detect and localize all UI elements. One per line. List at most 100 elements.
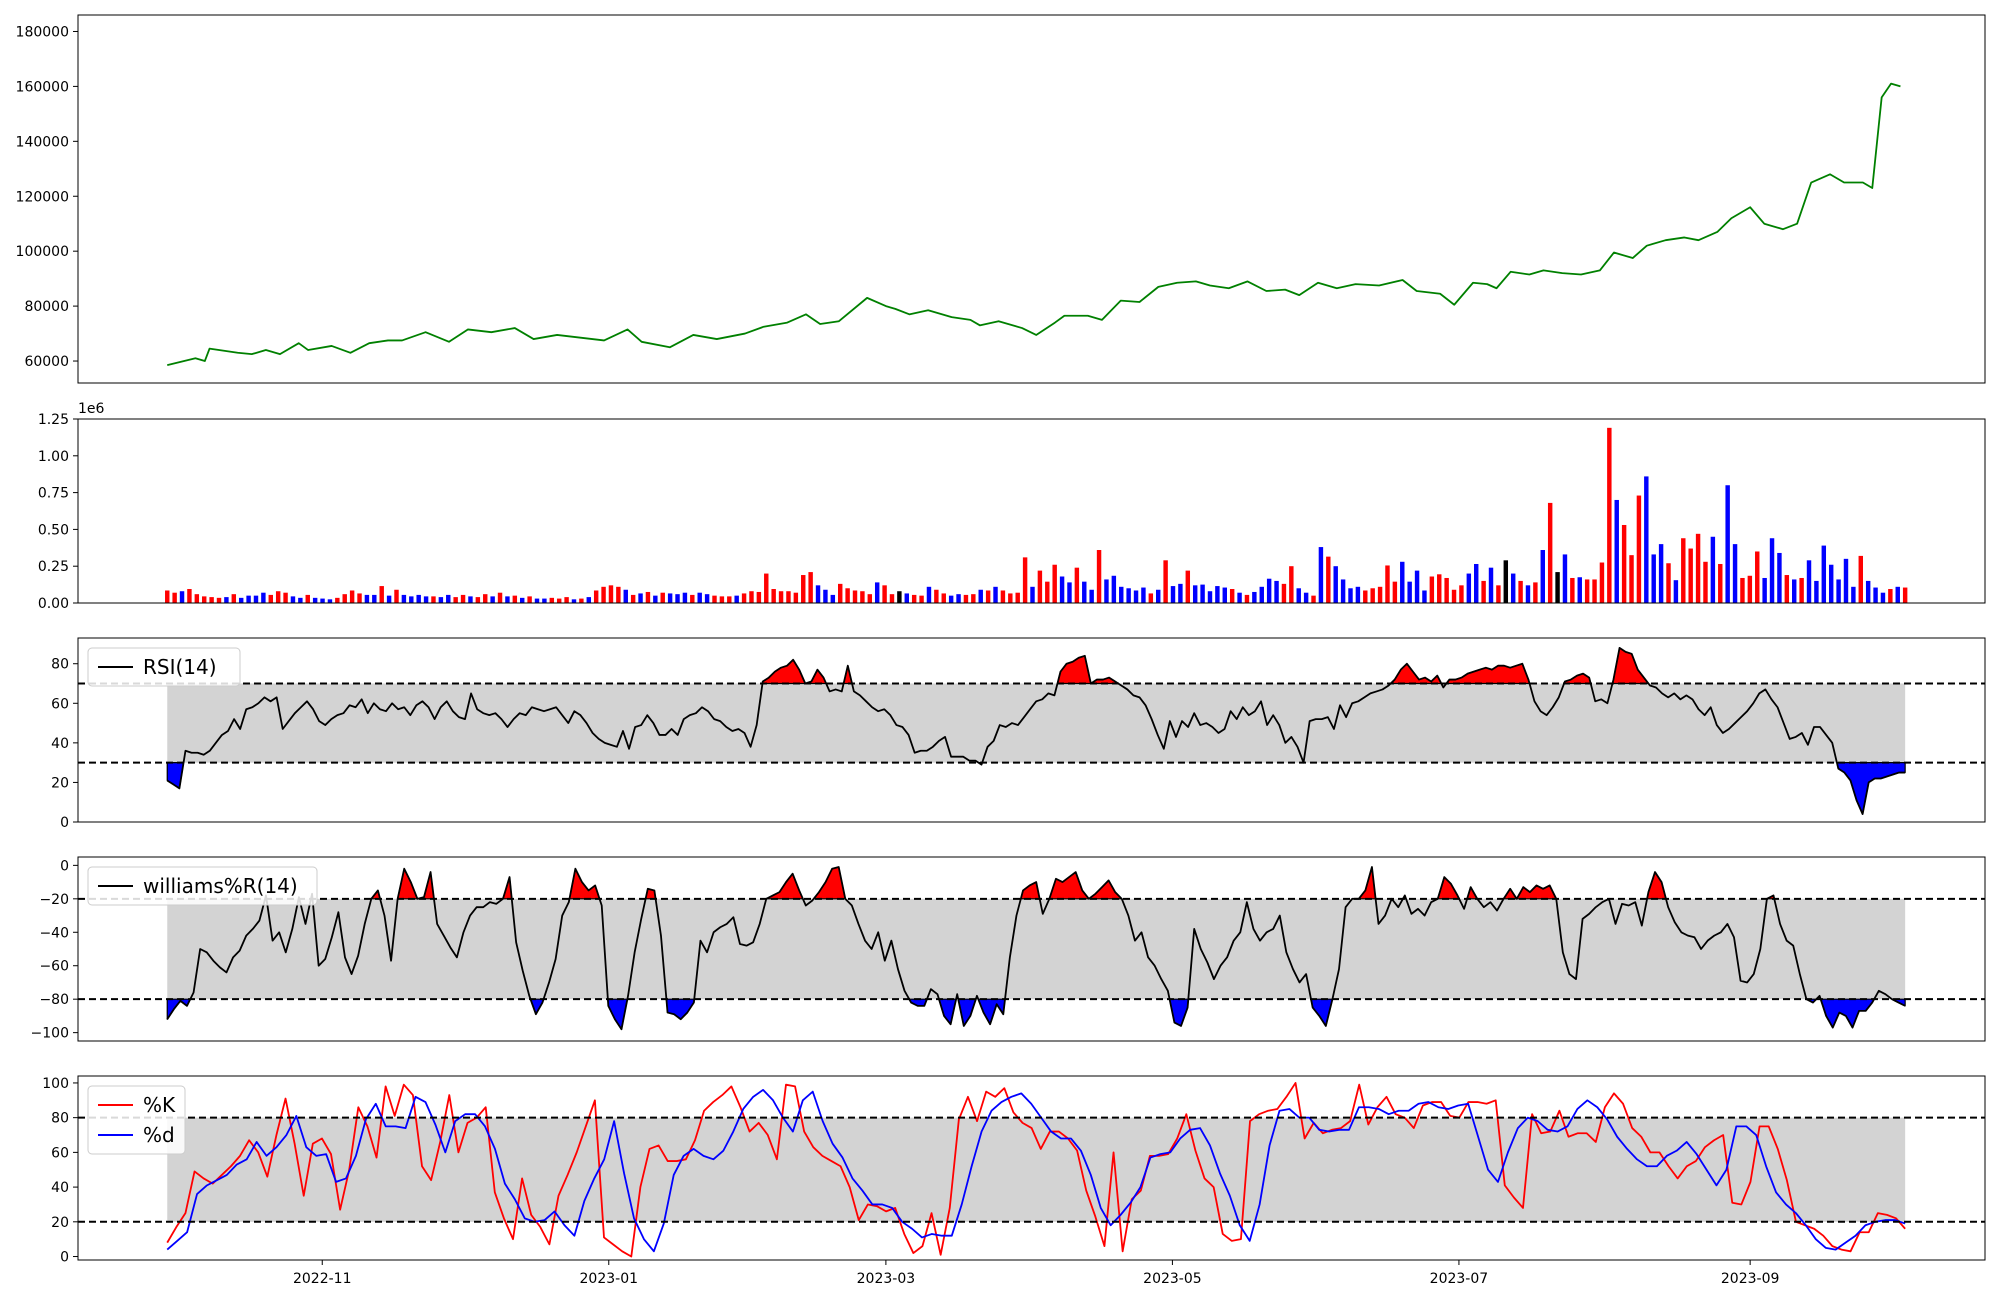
williams-r-ytick-label: −20 <box>39 892 69 908</box>
volume-bar <box>268 594 273 603</box>
volume-bar <box>1444 577 1449 603</box>
volume-bar <box>1880 592 1886 603</box>
williams-r-ytick-label: −80 <box>39 992 69 1008</box>
volume-bar <box>586 597 591 603</box>
volume-bar <box>593 590 599 603</box>
volume-bar <box>520 597 525 603</box>
volume-bar <box>1592 579 1597 603</box>
volume-bar <box>505 596 510 603</box>
volume-bar <box>1525 585 1531 603</box>
williams-r-oversold-fill <box>1820 998 1875 1029</box>
volume-bar <box>261 592 266 603</box>
volume-bar <box>963 594 969 603</box>
volume-bar <box>1621 524 1627 603</box>
volume-bar <box>1281 583 1287 603</box>
volume-bar <box>1681 538 1686 603</box>
williams-r-line <box>166 866 1906 1031</box>
rsi-ytick-label: 40 <box>51 736 69 752</box>
volume-bar <box>357 593 362 603</box>
x-tick-label: 2023-09 <box>1721 1271 1780 1287</box>
volume-bar <box>1407 581 1412 603</box>
volume-bar <box>1895 586 1900 603</box>
volume-bar <box>1222 587 1227 603</box>
price-ytick-label: 80000 <box>24 299 69 315</box>
stoch-k-line <box>166 1082 1906 1258</box>
volume-bar <box>512 595 518 603</box>
volume-bar <box>1584 579 1590 603</box>
volume-bar <box>1503 560 1509 603</box>
volume-bar <box>497 592 503 603</box>
rsi-ytick-label: 60 <box>51 696 69 712</box>
williams-r-legend-label: williams%R(14) <box>143 874 298 898</box>
volume-bar <box>401 594 407 603</box>
volume-bar <box>564 597 569 603</box>
stochastic-legend-label: %d <box>143 1123 175 1147</box>
williams-r-ytick-label: −100 <box>31 1026 69 1042</box>
volume-bar <box>1215 586 1220 603</box>
volume-bar <box>1695 533 1701 603</box>
volume-bar <box>1644 476 1649 603</box>
volume-bar <box>320 598 325 603</box>
volume-bar <box>1111 575 1117 603</box>
volume-bar <box>823 589 828 603</box>
volume-bar <box>1244 594 1250 603</box>
williams-r-ytick-label: −60 <box>39 959 69 975</box>
volume-ytick-label: 0.50 <box>38 522 69 538</box>
williams-r-ytick-label: −40 <box>39 925 69 941</box>
volume-bar <box>1104 579 1109 603</box>
volume-bar <box>579 598 584 603</box>
volume-bar <box>394 589 399 603</box>
volume-bar <box>483 594 488 603</box>
volume-bar <box>571 599 577 603</box>
volume-bar <box>1022 557 1028 603</box>
volume-bar <box>327 599 333 603</box>
volume-bar <box>1865 580 1871 603</box>
rsi-overbought-fill <box>1445 663 1531 685</box>
rsi-legend-label: RSI(14) <box>143 655 217 679</box>
volume-bar <box>956 594 961 603</box>
volume-bar <box>1192 585 1198 603</box>
volume-bar <box>867 594 873 603</box>
volume-bar <box>1067 582 1072 603</box>
volume-bar <box>1740 577 1745 603</box>
volume-bar <box>1437 574 1442 603</box>
volume-bar <box>194 594 200 603</box>
volume-bar <box>1252 591 1257 603</box>
volume-bar <box>993 586 998 603</box>
volume-bar <box>1769 538 1775 603</box>
volume-bar <box>1163 560 1168 603</box>
stochastic-ytick-label: 80 <box>51 1111 69 1127</box>
x-tick-label: 2023-05 <box>1143 1271 1202 1287</box>
volume-bar <box>1533 582 1538 603</box>
shared-date-axis: 2022-11 2023-01 2023-03 2023-05 2023-07 2023-… <box>293 1260 1779 1287</box>
volume-bar <box>534 598 540 603</box>
volume-bar <box>749 591 754 603</box>
volume-bar <box>349 590 355 603</box>
volume-bar <box>1459 585 1464 603</box>
volume-bar <box>1259 586 1264 603</box>
volume-bar <box>1888 589 1893 603</box>
volume-bar <box>364 594 370 603</box>
volume-bar <box>786 591 791 603</box>
stochastic-ytick-label: 0 <box>60 1250 69 1266</box>
volume-bar <box>490 596 495 603</box>
williams-r-ytick-label: 0 <box>60 858 69 874</box>
rsi-legend-box <box>87 647 241 687</box>
volume-bar <box>1326 556 1331 603</box>
rsi-neutral-band <box>167 683 1906 763</box>
volume-bar <box>187 589 192 603</box>
volume-bar <box>1333 566 1338 603</box>
volume-bar <box>453 597 458 603</box>
volume-bar <box>1037 570 1043 603</box>
volume-ytick-label: 1.25 <box>38 412 69 428</box>
volume-bar <box>298 597 303 603</box>
volume-bar <box>601 586 606 603</box>
volume-bar <box>556 598 562 603</box>
volume-bar <box>1828 564 1834 603</box>
volume-bar <box>165 590 170 603</box>
volume-bar <box>874 582 880 603</box>
volume-bar <box>1666 563 1671 603</box>
volume-bar <box>1777 552 1782 603</box>
volume-bar <box>1607 427 1612 603</box>
